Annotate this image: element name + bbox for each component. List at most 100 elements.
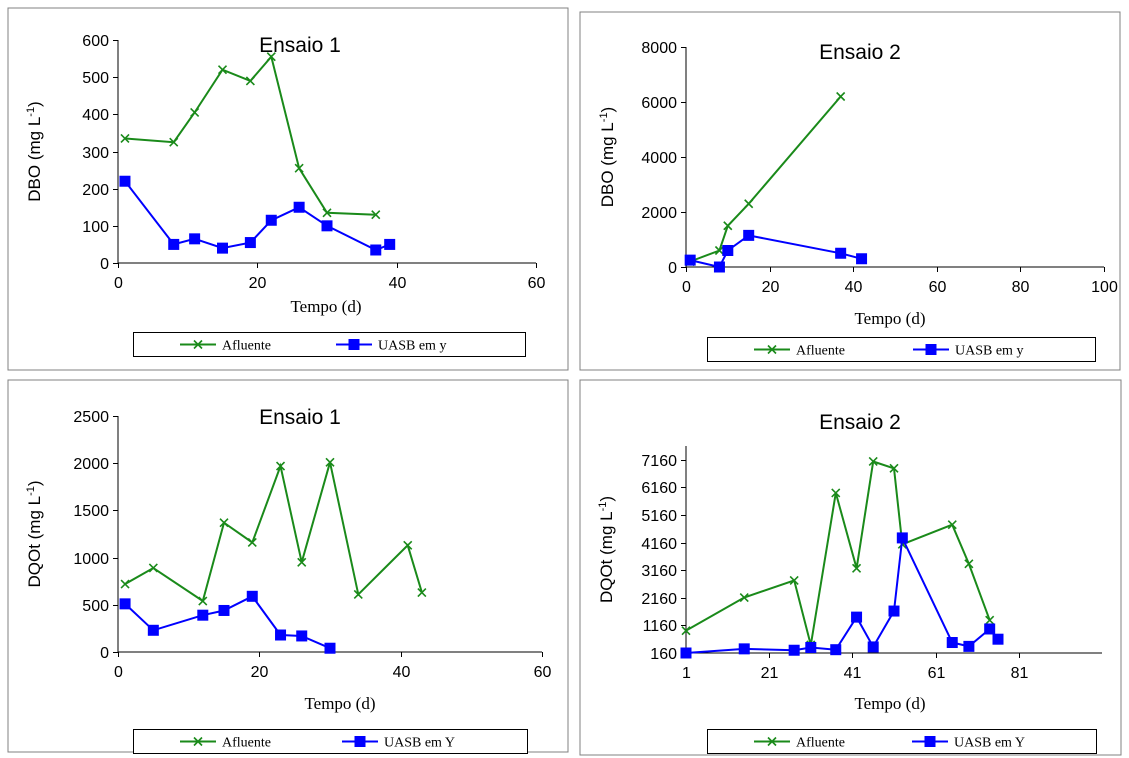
- legend-label-uasb: UASB em Y: [384, 736, 455, 751]
- x-tick-label: 0: [114, 664, 123, 681]
- x-axis-label: Tempo (d): [290, 297, 361, 316]
- chart-frame: [579, 11, 1121, 371]
- data-point: [321, 220, 333, 232]
- chart-frame: [579, 379, 1122, 756]
- legend-label-uasb: UASB em y: [955, 344, 1023, 359]
- legend-marker-uasb: [348, 339, 360, 350]
- y-axis-label: DQOt (mg L-1): [597, 496, 616, 603]
- data-point: [324, 642, 336, 654]
- legend-label-afluente: Afluente: [222, 736, 271, 751]
- x-tick-label: 0: [682, 279, 691, 296]
- x-axis-label: Tempo (d): [854, 309, 925, 328]
- chart-frame: [7, 379, 569, 753]
- data-point: [217, 65, 228, 75]
- data-point: [296, 630, 308, 642]
- chart-title: Ensaio 1: [259, 406, 341, 429]
- y-tick-label: 4160: [641, 536, 677, 553]
- series-afluente: [120, 457, 427, 606]
- x-tick-label: 61: [928, 665, 946, 682]
- legend-label-afluente: Afluente: [796, 344, 845, 359]
- data-point: [681, 626, 691, 636]
- data-point: [190, 107, 200, 118]
- data-point: [856, 253, 868, 265]
- data-point: [835, 247, 847, 259]
- x-tick-label: 40: [389, 275, 407, 292]
- legend: Afluente UASB em Y: [133, 729, 528, 754]
- x-tick-label: 60: [534, 664, 552, 681]
- data-point: [198, 596, 208, 606]
- data-point: [788, 644, 800, 656]
- y-tick-label: 160: [650, 646, 677, 663]
- data-point: [714, 245, 725, 256]
- y-tick-label: 0: [668, 260, 677, 277]
- x-tick-label: 80: [1012, 279, 1030, 296]
- y-tick-label: 8000: [641, 40, 677, 57]
- data-point: [867, 641, 879, 653]
- x-tick-label: 100: [1091, 279, 1118, 296]
- y-tick-label: 2500: [73, 409, 109, 426]
- chart-title: Ensaio 1: [259, 34, 341, 57]
- data-point: [738, 643, 750, 655]
- series-line: [685, 460, 991, 646]
- data-point: [985, 615, 995, 625]
- y-tick-label: 1500: [73, 503, 109, 520]
- y-tick-label: 5160: [641, 508, 677, 525]
- legend-label-uasb: UASB em Y: [954, 736, 1025, 751]
- data-point: [992, 633, 1004, 645]
- legend-marker-uasb: [354, 736, 366, 747]
- x-tick-label: 81: [1011, 665, 1029, 682]
- x-tick-label: 0: [114, 275, 123, 292]
- y-tick-label: 600: [82, 33, 109, 50]
- data-point: [403, 540, 413, 550]
- data-point: [120, 133, 130, 144]
- x-tick-label: 21: [761, 665, 779, 682]
- series-uasb: [119, 175, 396, 256]
- data-point: [888, 605, 900, 617]
- y-axis-label: DBO (mg L-1): [598, 107, 617, 207]
- data-point: [197, 609, 209, 621]
- series-uasb: [684, 229, 868, 273]
- data-point: [836, 91, 846, 102]
- data-point: [119, 175, 131, 187]
- x-tick-label: 1: [682, 665, 691, 682]
- data-point: [684, 254, 696, 266]
- data-point: [217, 242, 228, 254]
- x-axis-label: Tempo (d): [854, 694, 925, 713]
- data-point: [946, 637, 958, 649]
- legend: Afluente UASB em y: [133, 332, 526, 357]
- data-point: [275, 629, 287, 641]
- y-tick-label: 200: [82, 182, 109, 199]
- data-point: [868, 456, 878, 467]
- data-point: [831, 488, 841, 498]
- data-point: [322, 208, 332, 218]
- legend-marker-afluente: [767, 344, 777, 355]
- data-point: [247, 537, 257, 548]
- chart-title: Ensaio 2: [819, 411, 901, 434]
- y-axis-label: DBO (mg L-1): [25, 101, 44, 201]
- data-point: [169, 137, 179, 147]
- y-tick-label: 0: [100, 645, 109, 662]
- data-point: [371, 210, 381, 220]
- legend-marker-afluente: [193, 339, 203, 350]
- y-tick-label: 0: [100, 256, 109, 273]
- data-point: [244, 237, 256, 249]
- data-point: [119, 598, 131, 610]
- legend-marker-uasb: [925, 344, 937, 355]
- x-tick-label: 40: [845, 279, 863, 296]
- data-point: [370, 244, 382, 256]
- legend-label-afluente: Afluente: [222, 339, 271, 354]
- legend-marker-afluente: [767, 736, 777, 747]
- data-point: [743, 229, 755, 241]
- data-point: [830, 644, 842, 656]
- data-point: [384, 238, 396, 250]
- legend-marker-afluente: [193, 736, 203, 747]
- data-point: [293, 201, 305, 213]
- data-point: [266, 52, 276, 62]
- y-tick-label: 7160: [641, 453, 677, 470]
- data-point: [851, 611, 863, 623]
- x-tick-label: 40: [393, 664, 411, 681]
- data-point: [245, 76, 255, 86]
- legend-marker-uasb: [924, 736, 936, 747]
- x-tick-label: 20: [762, 279, 780, 296]
- data-point: [148, 563, 158, 573]
